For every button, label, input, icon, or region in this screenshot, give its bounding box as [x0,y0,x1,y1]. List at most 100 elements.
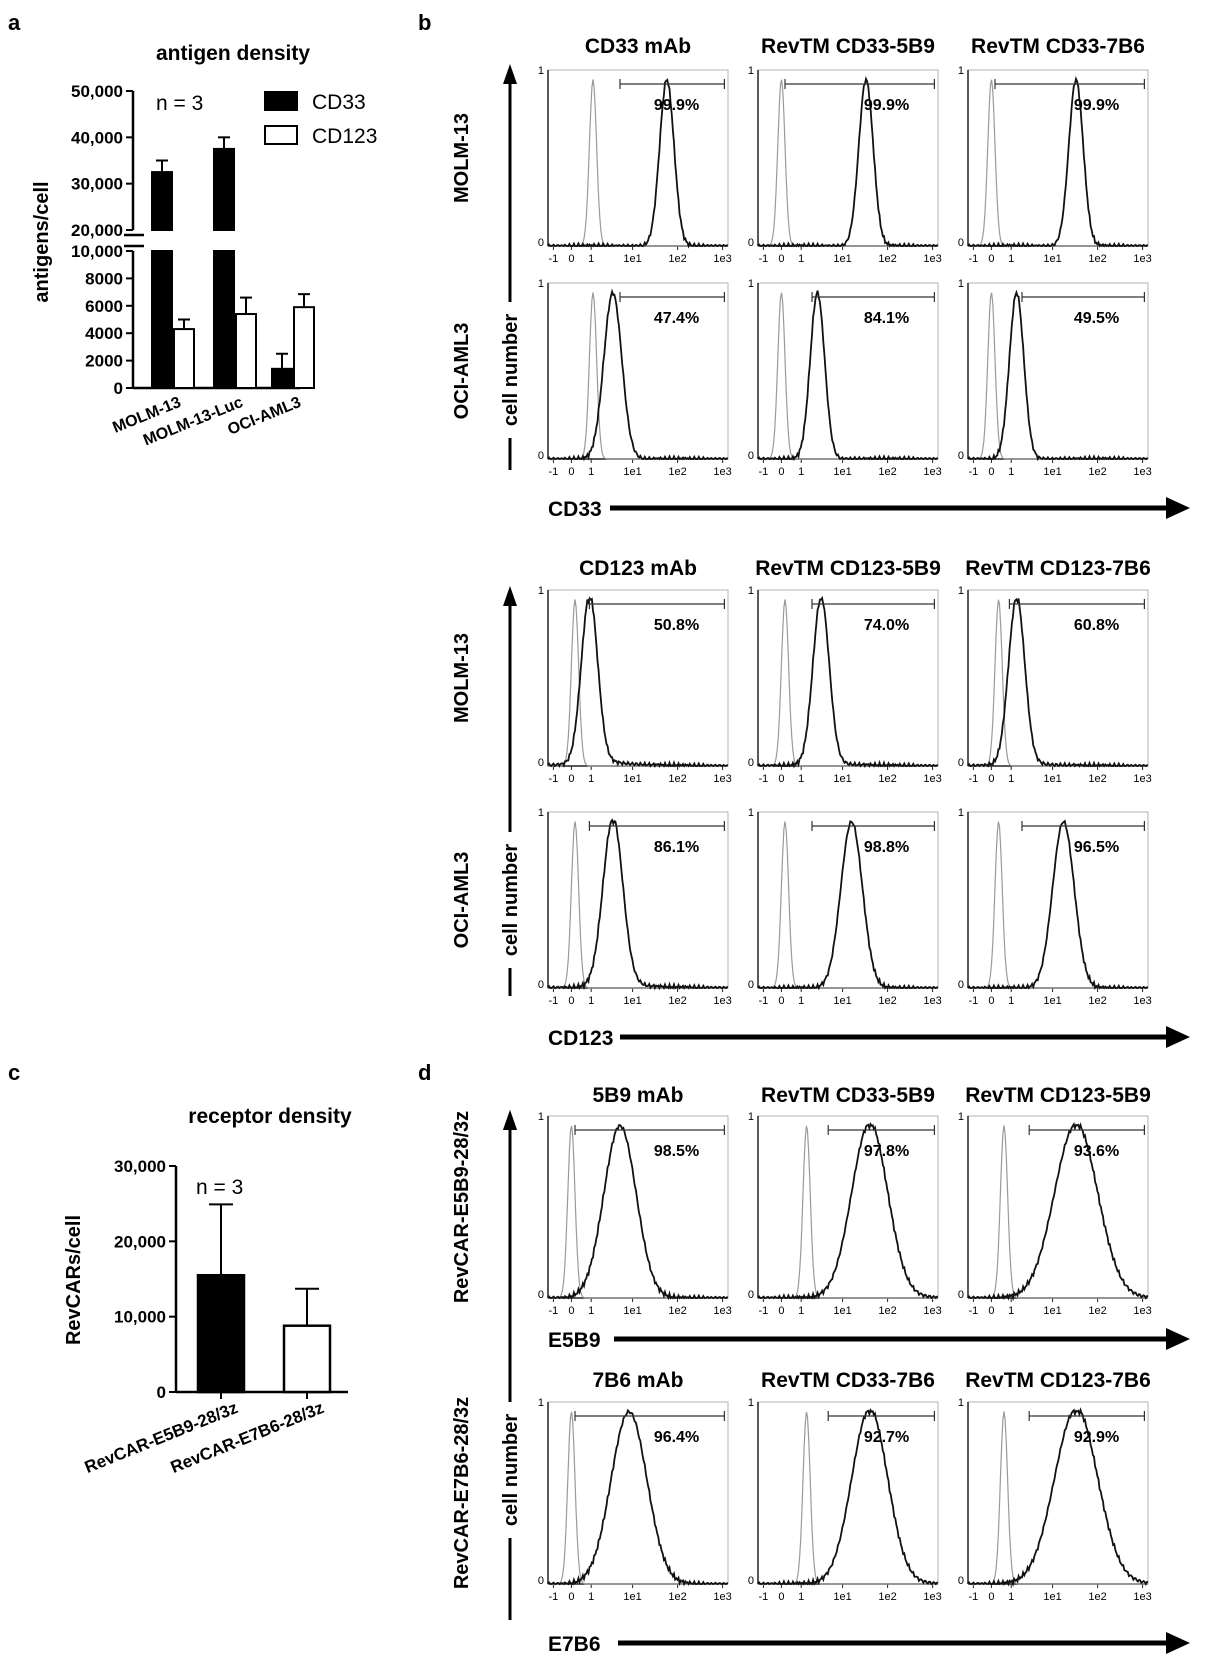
gate-percent-label: 92.9% [1074,1429,1119,1446]
gate-percent-label: 96.5% [1074,839,1119,856]
y-tick-label: 1 [958,1111,964,1123]
gate-percent-label: 92.7% [864,1429,909,1446]
gate-percent-label: 96.4% [654,1429,699,1446]
gate-percent-label: 93.6% [1074,1143,1119,1160]
x-tick-label: 1 [588,995,594,1007]
x-tick-label: 1e2 [878,466,896,478]
x-tick-label: 1e3 [713,253,731,265]
y-tick-label: 0 [748,450,754,462]
x-axis-title-cd123: CD123 [548,1027,613,1050]
x-tick-label: -1 [969,773,979,785]
stained-histogram [757,76,939,248]
gate-percent-label: 97.8% [864,1143,909,1160]
column-title-revtm-cd33-7b6: RevTM CD33-7B6 [761,1369,935,1392]
y-tick-label: 0 [538,1289,544,1301]
row-label-oci-aml3: OCI-AML3 [451,852,473,949]
stained-histogram [547,596,729,768]
y-tick-label: 1 [748,65,754,77]
y-tick-label: 1 [538,585,544,597]
legend-label-cd33: CD33 [312,91,366,114]
stained-histogram [757,820,939,991]
x-tick-label: -1 [969,1591,979,1603]
x-tick-label: 1e1 [623,773,641,785]
y-title-mask [497,1402,523,1538]
row-label-revcar-e7b6-28-3z: RevCAR-E7B6-28/3z [451,1397,473,1589]
y-tick-label: 50,000 [71,82,123,101]
x-tick-label: -1 [549,995,559,1007]
x-tick-label: -1 [969,1305,979,1317]
x-tick-label: 1e3 [713,995,731,1007]
x-tick-label: -1 [549,1591,559,1603]
gate-percent-label: 99.9% [654,97,699,114]
column-title-revtm-cd33-5b9: RevTM CD33-5B9 [761,1084,935,1107]
y-tick-label: 0 [748,1575,754,1587]
x-tick-label: 0 [778,1305,784,1317]
stained-histogram [967,819,1149,990]
x-tick-label: 1 [1008,466,1014,478]
control-histogram [758,79,938,247]
x-tick-label: 1 [798,253,804,265]
x-tick-label: 1 [1008,253,1014,265]
column-title-revtm-cd123-7b6: RevTM CD123-7B6 [965,1369,1151,1392]
column-title-revtm-cd123-5b9: RevTM CD123-5B9 [965,1084,1151,1107]
x-tick-label: 1e2 [668,253,686,265]
histogram-molm-13-revtm-cd123-7b6: 1 0 -1 0 1 1e1 1e2 1e3 60.8% [958,585,1152,785]
stained-histogram [967,597,1149,768]
column-title-revtm-cd33-5b9: RevTM CD33-5B9 [761,35,935,58]
x-tick-label: 0 [988,466,994,478]
column-title-revtm-cd123-5b9: RevTM CD123-5B9 [755,557,941,580]
row-label-revcar-e5b9-28-3z: RevCAR-E5B9-28/3z [451,1111,473,1303]
x-tick-label: 1e3 [923,1591,941,1603]
histogram-frame [757,1401,939,1585]
y-tick-label: 0 [538,1575,544,1587]
x-tick-label: 1e1 [833,1591,851,1603]
control-histogram [968,1411,1148,1585]
x-tick-label: 1e2 [668,995,686,1007]
x-tick-label: 1e3 [713,1591,731,1603]
x-tick-label: 1 [798,1591,804,1603]
x-tick-label: RevCAR-E7B6-28/3z [168,1398,327,1477]
x-tick-label: -1 [759,995,769,1007]
histogram-molm-13-revtm-cd123-5b9: 1 0 -1 0 1 1e1 1e2 1e3 74.0% [748,585,942,785]
y-tick-label: 1 [748,807,754,819]
y-tick-label: 0 [157,1383,166,1402]
x-tick-label: 1 [798,1305,804,1317]
stained-histogram [547,288,729,462]
x-tick-label: 1e2 [1088,995,1106,1007]
y-tick-label: 0 [538,450,544,462]
y-tick-label: 0 [114,379,123,398]
stained-histogram [967,289,1149,462]
y-tick-label: 1 [748,1397,754,1409]
y-axis-title: cell number [500,844,522,956]
stained-histogram [757,595,939,769]
y-tick-label: 0 [748,1289,754,1301]
bar-cd33-molm-13-luc [213,250,235,389]
x-tick-label: -1 [549,253,559,265]
x-tick-label: 0 [568,466,574,478]
y-axis-title: cell number [500,1414,522,1526]
y-tick-label: 0 [538,237,544,249]
histogram-frame [757,1115,939,1299]
x-tick-label: 0 [778,1591,784,1603]
control-histogram [758,599,938,767]
x-tick-label: 1e1 [623,1591,641,1603]
y-tick-label: 1 [538,65,544,77]
x-tick-label: 1e1 [623,253,641,265]
x-tick-label: 0 [778,995,784,1007]
y-tick-label: 0 [538,979,544,991]
bar-revcar-e7b6-28-3z [282,1324,332,1394]
y-tick-label: 0 [958,450,964,462]
y-tick-label: 0 [958,1289,964,1301]
panel-label-d: d [418,1060,431,1085]
x-tick-label: 0 [778,466,784,478]
x-tick-label: 0 [568,1305,574,1317]
y-tick-label: 1 [748,278,754,290]
x-tick-label: 1e2 [878,773,896,785]
x-tick-label: 1e2 [668,773,686,785]
column-title-5b9-mab: 5B9 mAb [592,1084,683,1107]
gate-percent-label: 60.8% [1074,617,1119,634]
x-tick-label: -1 [759,1305,769,1317]
x-tick-label: -1 [549,773,559,785]
control-histogram [968,79,1148,247]
x-tick-label: 1e1 [623,1305,641,1317]
